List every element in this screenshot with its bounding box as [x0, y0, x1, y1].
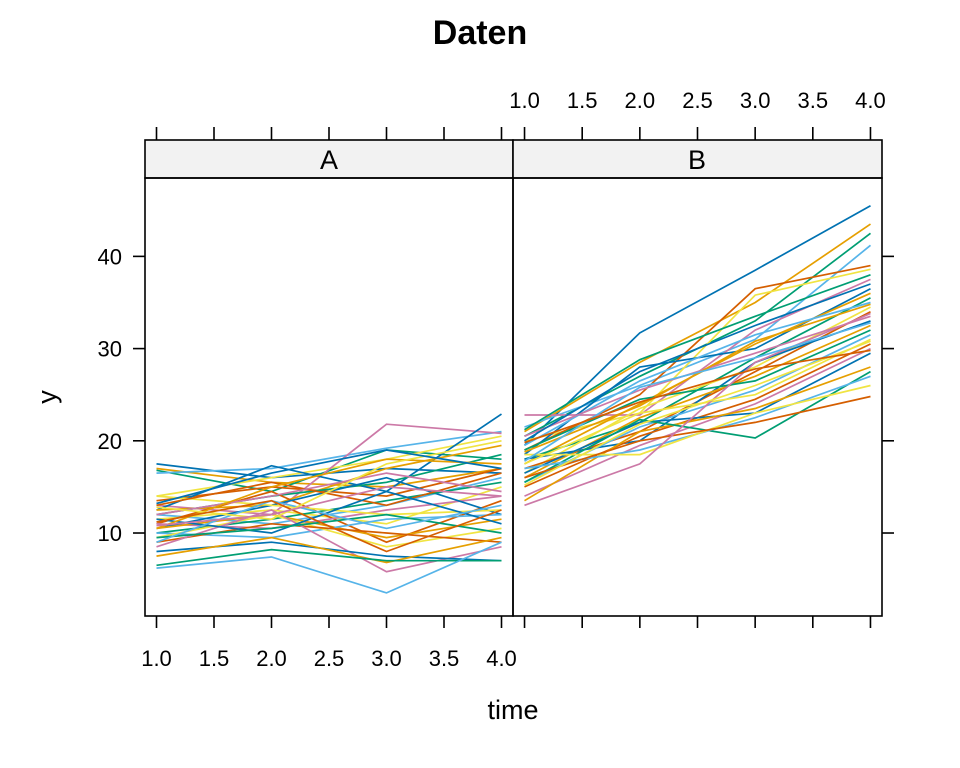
x-tick-label-b: 1.5 — [567, 88, 598, 113]
x-tick-label-b: 4.0 — [855, 88, 886, 113]
x-tick-label-a: 2.5 — [314, 646, 345, 671]
series-line-b-27 — [524, 395, 871, 479]
series-line-b-23 — [524, 366, 871, 502]
series-line-b-24 — [524, 370, 871, 484]
series-line-b-1 — [523, 204, 871, 447]
series-line-a-33 — [156, 439, 502, 521]
series-line-b-28 — [524, 312, 871, 507]
series-line-b-30 — [524, 303, 871, 453]
x-tick-label-b: 3.5 — [798, 88, 829, 113]
y-axis-label: y — [32, 390, 62, 404]
series-line-a-30 — [156, 458, 502, 530]
series-line-b-34 — [524, 349, 871, 444]
strip-label-a: A — [320, 145, 338, 175]
x-axis-label: time — [487, 695, 538, 725]
x-tick-label-a: 1.5 — [199, 646, 230, 671]
x-tick-label-b: 2.0 — [625, 88, 656, 113]
series-line-b-2 — [524, 223, 871, 433]
series-line-a-29 — [156, 490, 502, 534]
series-line-a-3 — [156, 449, 502, 493]
series-line-a-34 — [156, 499, 502, 553]
x-tick-label-a: 2.0 — [256, 646, 287, 671]
series-line-a-27 — [156, 472, 502, 507]
series-line-a-24 — [156, 548, 502, 567]
panel-a-lines — [156, 413, 502, 594]
series-line-b-19 — [524, 338, 871, 465]
series-line-b-32 — [524, 321, 871, 462]
panel-b: B — [512, 139, 883, 617]
series-line-a-4 — [156, 430, 502, 474]
y-tick-label: 10 — [98, 521, 122, 546]
x-tick-label-a: 1.0 — [141, 646, 172, 671]
chart-title: Daten — [433, 14, 527, 52]
series-line-a-35 — [156, 486, 502, 527]
series-line-a-28 — [156, 472, 502, 516]
x-tick-label-a: 4.0 — [486, 646, 517, 671]
axes: 1.0 1.0 1.5 1.5 2.0 2.0 2.5 2.5 3.0 3.0 3.5 3.5 4.0 4… — [98, 88, 894, 671]
x-tick-label-a: 3.0 — [371, 646, 402, 671]
series-line-b-33 — [524, 340, 871, 486]
x-tick-label-b: 3.0 — [740, 88, 771, 113]
series-line-a-36 — [156, 449, 502, 505]
series-line-b-10 — [524, 297, 871, 461]
series-line-a-32 — [156, 499, 502, 543]
series-line-b-9 — [524, 292, 871, 465]
series-line-b-29 — [524, 283, 871, 442]
y-tick-label: 20 — [98, 429, 122, 454]
series-line-b-14 — [524, 315, 871, 437]
x-tick-label-a: 3.5 — [429, 646, 460, 671]
series-line-b-5 — [524, 268, 871, 442]
y-tick-label: 40 — [98, 244, 122, 269]
panel-a: A — [144, 139, 514, 617]
series-line-a-26 — [156, 495, 502, 516]
series-line-a-7 — [156, 423, 502, 516]
panel-b-lines — [523, 204, 872, 507]
y-tick-label: 30 — [98, 337, 122, 362]
x-tick-label-b: 2.5 — [682, 88, 713, 113]
x-tick-label-b: 1.0 — [509, 88, 540, 113]
series-line-a-25 — [156, 541, 502, 594]
series-line-a-31 — [156, 513, 502, 539]
series-line-b-22 — [524, 352, 871, 474]
series-line-b-31 — [524, 274, 871, 431]
series-line-b-21 — [524, 347, 871, 497]
strip-label-b: B — [688, 145, 706, 175]
strip-a — [144, 139, 514, 179]
series-line-a-23 — [156, 536, 502, 564]
